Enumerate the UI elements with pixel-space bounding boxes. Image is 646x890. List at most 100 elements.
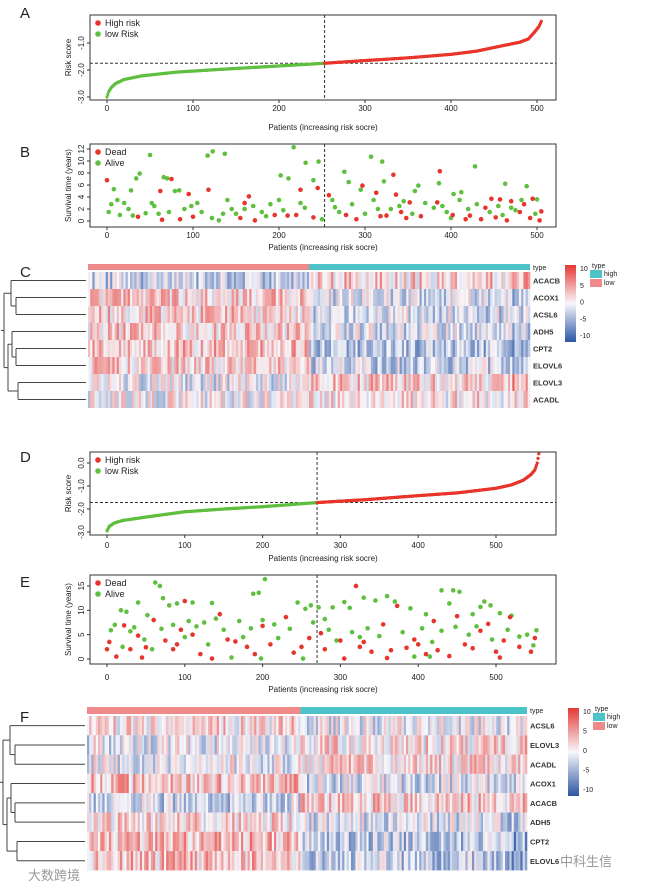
heatmap-cell — [232, 754, 235, 774]
heatmap-cell — [452, 391, 456, 408]
alive-point — [341, 599, 347, 605]
alive-point — [133, 176, 139, 181]
heatmap-cell — [240, 357, 243, 374]
heatmap-cell — [348, 735, 352, 755]
heatmap-cell — [499, 340, 502, 357]
alive-point — [457, 197, 462, 203]
heatmap-cell — [236, 735, 240, 755]
heatmap-cell — [205, 851, 209, 871]
color-scale-tick: 10 — [583, 709, 591, 716]
heatmap-cell — [225, 306, 228, 323]
heatmap-cell — [364, 754, 367, 774]
heatmap-cell — [483, 306, 487, 323]
heatmap-cell — [194, 357, 197, 374]
heatmap-cell — [311, 716, 314, 736]
heatmap-cell — [421, 754, 424, 774]
heatmap-cell — [461, 374, 464, 391]
alive-point — [519, 197, 524, 203]
heatmap-cell — [432, 323, 436, 340]
heatmap-cell — [370, 340, 374, 357]
heatmap-cell — [329, 773, 332, 794]
alive-point — [287, 626, 293, 632]
heatmap-cell — [324, 323, 327, 340]
heatmap-cell — [456, 754, 460, 774]
heatmap-cell — [468, 357, 471, 374]
heatmap-cell — [307, 773, 310, 794]
dead-point — [450, 212, 456, 218]
heatmap-cell — [445, 812, 449, 832]
heatmap-cell — [474, 357, 478, 374]
heatmap-cell — [166, 716, 169, 736]
heatmap-cell — [392, 812, 396, 832]
heatmap-cell — [278, 793, 281, 813]
heatmap-cell — [302, 340, 305, 357]
heatmap-cell — [216, 831, 220, 852]
heatmap-cell — [114, 272, 118, 289]
heatmap-cell — [133, 831, 136, 852]
heatmap-cell — [359, 357, 363, 374]
heatmap-cell — [509, 754, 512, 774]
heatmap-cell — [238, 754, 242, 774]
heatmap-cell — [158, 391, 162, 408]
heatmap-cell — [229, 374, 232, 391]
heatmap-cell — [106, 831, 110, 852]
heatmap-cell — [227, 306, 230, 323]
heatmap-cell — [242, 374, 246, 391]
heatmap-cell — [494, 793, 497, 813]
heatmap-cell — [122, 735, 125, 755]
heatmap-cell — [348, 773, 352, 794]
heatmap-cell — [158, 272, 162, 289]
heatmap-cell — [236, 831, 240, 852]
heatmap-cell — [328, 323, 332, 340]
heatmap-cell — [406, 754, 409, 774]
heatmap-cell — [485, 716, 488, 736]
heatmap-cell — [180, 323, 184, 340]
heatmap-cell — [105, 289, 109, 306]
heatmap-cell — [342, 812, 345, 832]
heatmap-cell — [296, 851, 299, 871]
heatmap-cell — [205, 289, 208, 306]
heatmap-cell — [465, 735, 468, 755]
heatmap-cell — [507, 793, 510, 813]
heatmap-cell — [404, 306, 407, 323]
heatmap-cell — [432, 289, 436, 306]
heatmap-cell — [166, 754, 169, 774]
heatmap-cell — [207, 272, 210, 289]
heatmap-cell — [379, 812, 383, 832]
heatmap-cell — [169, 272, 173, 289]
heatmap-cell — [403, 716, 407, 736]
heatmap-cell — [116, 374, 120, 391]
heatmap-cell — [498, 773, 501, 794]
heatmap-cell — [207, 374, 210, 391]
heatmap-cell — [260, 340, 263, 357]
heatmap-cell — [412, 793, 416, 813]
heatmap-cell — [503, 323, 506, 340]
heatmap-cell — [230, 831, 233, 852]
heatmap-cell — [461, 340, 464, 357]
heatmap-cell — [388, 306, 392, 323]
heatmap-cell — [313, 716, 317, 736]
heatmap-cell — [262, 323, 266, 340]
heatmap-cell — [368, 357, 372, 374]
heatmap-cell — [446, 340, 449, 357]
y-tick-label: 0 — [77, 218, 86, 223]
alive-point — [205, 153, 210, 158]
heatmap-cell — [249, 357, 252, 374]
heatmap-cell — [322, 357, 325, 374]
heatmap-cell — [131, 735, 134, 755]
heatmap-cell — [355, 754, 358, 774]
heatmap-cell — [144, 851, 147, 871]
heatmap-cell — [463, 735, 466, 755]
heatmap-cell — [401, 272, 405, 289]
heatmap-cell — [337, 374, 341, 391]
heatmap-cell — [230, 716, 233, 736]
heatmap-cell — [364, 812, 367, 832]
heatmap-cell — [322, 851, 325, 871]
heatmap-cell — [159, 831, 163, 852]
heatmap-cell — [507, 323, 511, 340]
heatmap-cell — [223, 735, 226, 755]
heatmap-cell — [286, 306, 290, 323]
heatmap-cell — [485, 754, 488, 774]
heatmap-cell — [291, 716, 295, 736]
heatmap-cell — [191, 272, 195, 289]
